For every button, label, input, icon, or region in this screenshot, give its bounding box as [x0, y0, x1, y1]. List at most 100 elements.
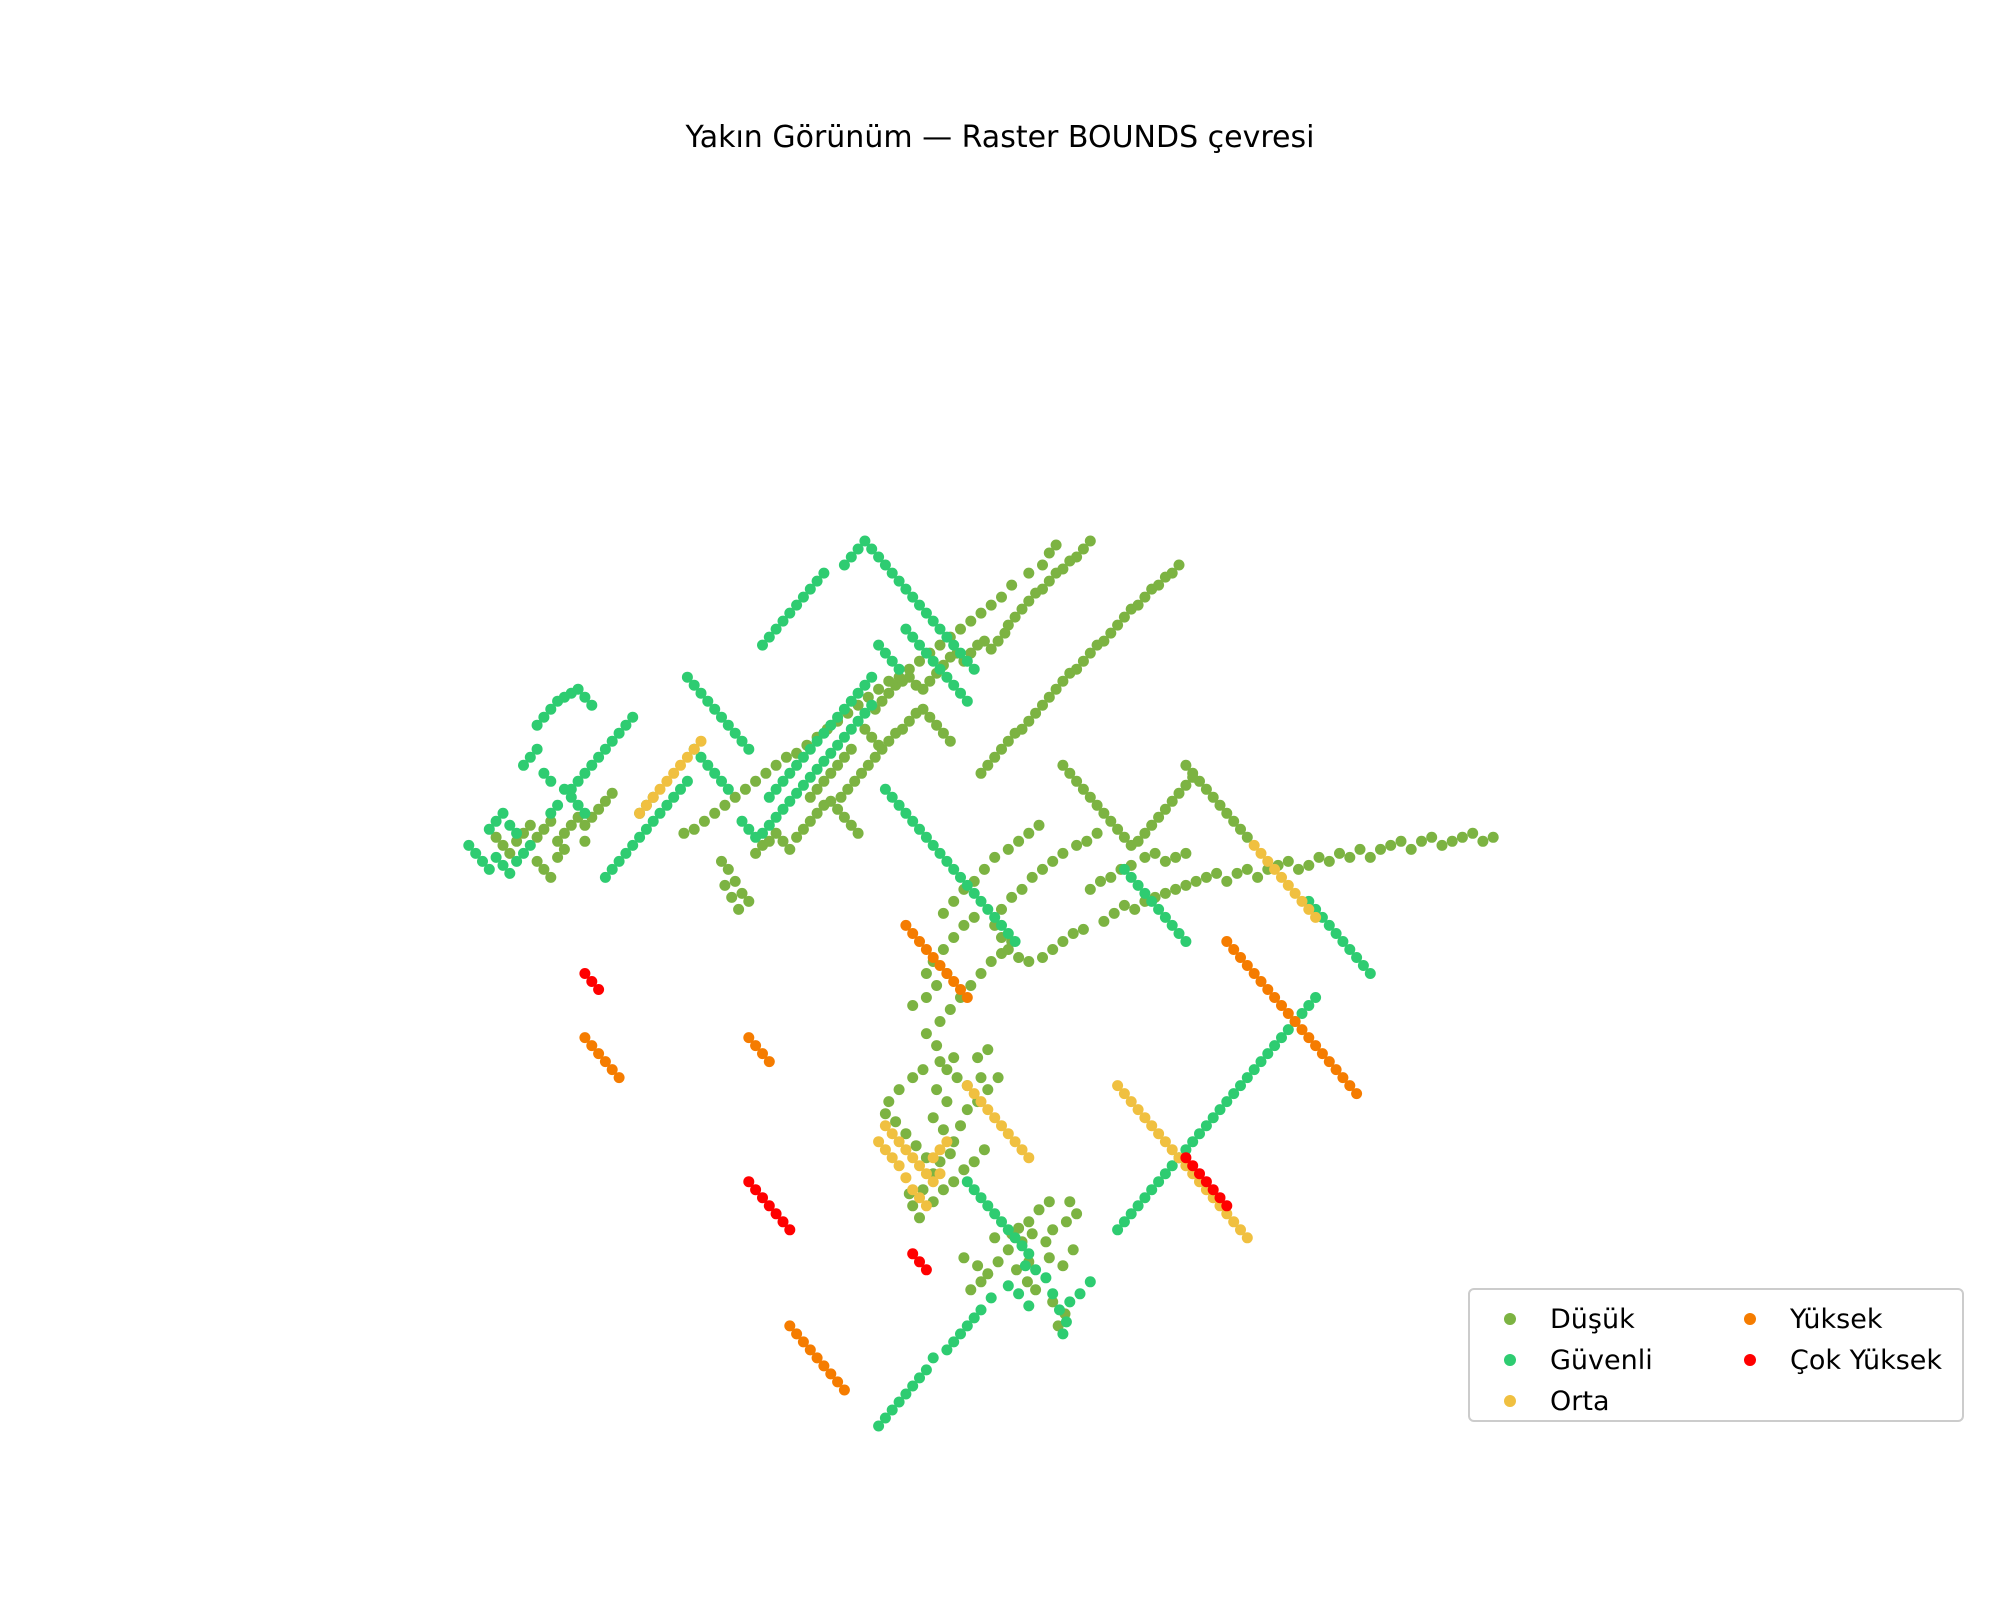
point-1-30: [968, 1184, 980, 1196]
point-1-120: [777, 803, 789, 815]
point-0-16: [1023, 1216, 1035, 1228]
point-0-131: [1211, 867, 1223, 879]
point-3-5: [934, 960, 946, 971]
point-0-208: [777, 835, 789, 847]
point-3-18: [1276, 1000, 1287, 1011]
point-0-10: [1040, 1236, 1052, 1248]
point-1-139: [722, 783, 734, 795]
point-0-325: [1030, 707, 1042, 719]
point-1-155: [716, 711, 727, 723]
point-0-91: [948, 895, 960, 907]
point-0-331: [1071, 663, 1083, 675]
point-1-28: [873, 1420, 885, 1432]
point-0-351: [1207, 791, 1219, 803]
point-0-215: [825, 795, 837, 807]
point-1-26: [886, 1404, 898, 1416]
point-0-107: [1071, 839, 1083, 851]
legend-label-orta: Orta: [1550, 1385, 1610, 1417]
point-1-234: [955, 871, 966, 883]
point-3-36: [743, 1032, 755, 1044]
point-1-213: [825, 719, 837, 731]
point-1-145: [647, 815, 659, 827]
point-0-165: [1149, 847, 1161, 859]
point-2-25: [1146, 1120, 1158, 1132]
point-0-318: [982, 759, 994, 771]
point-0-13: [1047, 1224, 1059, 1236]
point-0-47: [879, 1108, 891, 1120]
point-1-214: [818, 727, 830, 739]
point-0-129: [1190, 875, 1202, 887]
chart-title: Yakın Görünüm — Raster BOUNDS çevresi: [685, 120, 1315, 155]
point-0-59: [955, 1120, 966, 1132]
point-1-188: [941, 631, 953, 643]
point-1-198: [934, 663, 946, 675]
point-0-277: [1071, 551, 1083, 563]
point-1-80: [490, 815, 502, 827]
point-1-160: [729, 727, 741, 739]
point-0-72: [934, 1016, 946, 1027]
point-0-324: [1023, 715, 1035, 727]
point-0-229: [897, 723, 908, 735]
point-0-133: [1231, 867, 1243, 879]
point-0-112: [1002, 944, 1014, 955]
point-0-289: [955, 623, 966, 635]
legend-marker-orta: [1504, 1395, 1516, 1407]
point-0-315: [688, 823, 700, 835]
point-0-178: [552, 835, 564, 847]
point-0-240: [845, 743, 857, 755]
point-1-137: [709, 767, 721, 779]
point-0-155: [1456, 831, 1468, 843]
point-0-80: [907, 1000, 919, 1011]
point-2-13: [982, 1104, 994, 1116]
point-4-1: [914, 1256, 925, 1268]
point-0-151: [1416, 835, 1427, 847]
point-0-126: [1159, 887, 1171, 899]
point-3-22: [1303, 1032, 1315, 1044]
point-3-8: [955, 984, 966, 995]
point-0-288: [965, 615, 977, 627]
point-2-60: [879, 1120, 891, 1132]
point-0-127: [1170, 883, 1182, 895]
point-1-150: [613, 855, 625, 867]
point-0-176: [538, 823, 550, 835]
point-1-25: [893, 1396, 905, 1408]
point-0-219: [852, 827, 864, 839]
point-0-186: [606, 787, 618, 799]
point-2-40: [634, 807, 646, 819]
point-1-78: [524, 839, 536, 851]
point-0-275: [1057, 563, 1069, 575]
point-1-62: [1269, 1040, 1281, 1052]
point-1-241: [1002, 928, 1014, 939]
point-2-62: [893, 1136, 905, 1148]
point-0-364: [1105, 815, 1117, 827]
point-2-24: [1139, 1112, 1151, 1124]
point-0-42: [944, 1148, 956, 1160]
point-2-21: [1118, 1088, 1130, 1100]
point-1-115: [743, 823, 755, 835]
point-0-154: [1446, 835, 1458, 847]
point-1-127: [825, 747, 837, 759]
point-0-374: [1173, 787, 1185, 799]
point-0-286: [985, 599, 997, 611]
point-0-371: [1153, 811, 1165, 823]
point-3-20: [1289, 1016, 1301, 1027]
point-0-116: [1047, 944, 1059, 955]
point-0-20: [965, 1284, 977, 1296]
point-0-39: [978, 1144, 990, 1156]
point-1-229: [920, 831, 932, 843]
point-1-146: [640, 823, 652, 835]
point-3-6: [941, 968, 953, 979]
point-1-169: [797, 591, 809, 603]
point-0-26: [1002, 1244, 1014, 1256]
point-0-62: [961, 1104, 973, 1116]
point-2-37: [1228, 1216, 1240, 1228]
point-0-359: [1071, 775, 1083, 787]
point-3-43: [804, 1344, 816, 1356]
point-1-45: [1153, 1176, 1165, 1188]
point-0-161: [1105, 871, 1117, 883]
point-3-29: [1351, 1088, 1363, 1100]
point-0-341: [1139, 591, 1151, 603]
point-3-23: [1310, 1040, 1322, 1052]
point-1-215: [811, 735, 823, 747]
point-3-34: [606, 1064, 618, 1076]
